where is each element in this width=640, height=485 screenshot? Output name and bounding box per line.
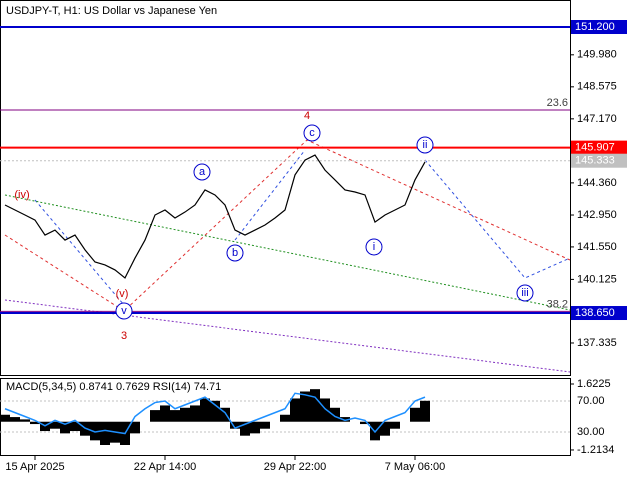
y2-tick-label: 70.00 bbox=[577, 395, 605, 407]
wave-circle bbox=[115, 302, 133, 320]
wave-circle bbox=[303, 124, 321, 142]
level-box bbox=[571, 153, 627, 168]
level-box bbox=[571, 20, 627, 35]
y-tick-label: 149.980 bbox=[577, 49, 617, 61]
macd-bar bbox=[70, 421, 80, 432]
y-tick-label: 148.575 bbox=[577, 81, 617, 93]
level-label: 151.200 bbox=[575, 21, 615, 33]
wave-circle bbox=[365, 238, 383, 256]
wave-line bbox=[4, 139, 571, 312]
wave-label: 4 bbox=[304, 110, 310, 122]
level-box bbox=[571, 140, 627, 155]
y-tick-label: 144.360 bbox=[577, 177, 617, 189]
wave-circle bbox=[193, 163, 211, 181]
wave-circle bbox=[226, 244, 244, 262]
macd-bar bbox=[50, 421, 60, 429]
wave-line bbox=[34, 199, 125, 306]
wave-label: (v) bbox=[116, 288, 129, 300]
macd-bar bbox=[60, 421, 70, 434]
wave-label: i bbox=[373, 241, 375, 253]
fib-label: 38.2 bbox=[547, 298, 568, 310]
wave-lines bbox=[4, 139, 571, 373]
macd-bar bbox=[200, 398, 210, 422]
macd-bar bbox=[130, 421, 140, 434]
macd-bar bbox=[380, 421, 390, 436]
indicator-title: MACD(5,34,5) 0.8741 0.7629 RSI(14) 74.71 bbox=[6, 381, 221, 393]
macd-bar bbox=[0, 414, 10, 422]
level-label: 145.907 bbox=[575, 142, 615, 154]
macd-bar bbox=[150, 410, 160, 422]
macd-bar bbox=[210, 400, 220, 422]
macd-bar bbox=[410, 407, 420, 422]
fib-label: 23.6 bbox=[547, 97, 568, 109]
macd-bar bbox=[30, 421, 40, 425]
trend-line bbox=[4, 299, 571, 373]
macd-bar bbox=[290, 398, 300, 422]
wave-line bbox=[234, 149, 306, 241]
wave-label: v bbox=[121, 305, 127, 317]
y-tick-label: -1.2134 bbox=[577, 444, 614, 456]
macd-bar bbox=[240, 421, 250, 436]
wave-circle bbox=[516, 284, 534, 302]
macd-bar bbox=[230, 421, 240, 429]
wave-label: c bbox=[309, 127, 315, 139]
y2-tick-label: 30.00 bbox=[577, 426, 605, 438]
macd-bar bbox=[340, 417, 350, 422]
y-tick-label: 140.125 bbox=[577, 273, 617, 285]
y-tick-label: 141.550 bbox=[577, 241, 617, 253]
level-label: 138.650 bbox=[575, 307, 615, 319]
x-tick-label: 15 Apr 2025 bbox=[5, 461, 64, 473]
trend-line bbox=[4, 194, 571, 311]
x-tick-label: 22 Apr 14:00 bbox=[134, 461, 196, 473]
chart-title: USDJPY-T, H1: US Dollar vs Japanese Yen bbox=[6, 5, 217, 17]
y-tick-label: 137.335 bbox=[577, 337, 617, 349]
macd-bar bbox=[180, 407, 190, 422]
x-tick-label: 29 Apr 22:00 bbox=[264, 461, 326, 473]
y-tick-label: 147.170 bbox=[577, 113, 617, 125]
macd-bar bbox=[300, 391, 310, 422]
macd-bar bbox=[260, 421, 270, 429]
wave-label: a bbox=[199, 166, 206, 178]
x-tick-label: 7 May 06:00 bbox=[385, 461, 446, 473]
wave-label: 3 bbox=[121, 330, 127, 342]
wave-label: ii bbox=[423, 139, 428, 151]
macd-bar bbox=[90, 421, 100, 441]
wave-label: b bbox=[232, 247, 238, 259]
macd-bar bbox=[220, 407, 230, 422]
macd-bar bbox=[250, 421, 260, 434]
wave-line bbox=[424, 159, 571, 279]
main-frame bbox=[0, 0, 571, 376]
macd-bar bbox=[310, 389, 320, 422]
macd-bar bbox=[170, 410, 180, 422]
macd-bar bbox=[420, 400, 430, 422]
wave-label: iii bbox=[521, 287, 528, 299]
macd-bar bbox=[10, 417, 20, 422]
macd-bar bbox=[330, 407, 340, 422]
macd-bar bbox=[190, 405, 200, 422]
y-tick-label: 1.6225 bbox=[577, 378, 611, 390]
wave-circle bbox=[416, 136, 434, 154]
macd-bar bbox=[360, 421, 370, 425]
macd-bar bbox=[20, 419, 30, 422]
macd-bar bbox=[160, 405, 170, 422]
price-line bbox=[4, 154, 426, 279]
level-label: 145.333 bbox=[575, 155, 615, 167]
wave-label: (iv) bbox=[14, 189, 29, 201]
level-box bbox=[571, 306, 627, 321]
macd-bar bbox=[280, 414, 290, 422]
y-tick-label: 142.950 bbox=[577, 209, 617, 221]
macd-bar bbox=[320, 398, 330, 422]
macd-bar bbox=[390, 421, 400, 429]
rsi-line bbox=[4, 392, 426, 435]
macd-bar bbox=[100, 421, 110, 445]
